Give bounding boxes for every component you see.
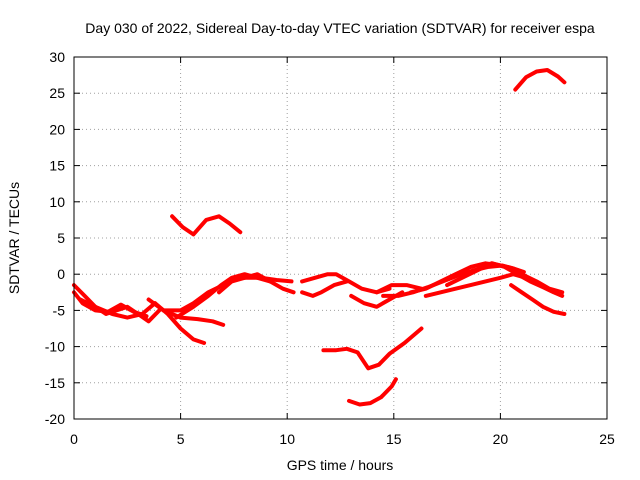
series-arc-21 <box>347 377 398 407</box>
y-tick-label: -15 <box>45 375 65 391</box>
series-arc-22 <box>513 68 567 92</box>
y-tick-label: -10 <box>45 339 65 355</box>
series-arc-3 <box>78 297 157 320</box>
series-arc-7 <box>174 272 273 320</box>
y-tick-label: 20 <box>49 121 65 137</box>
x-tick-label: 0 <box>70 431 78 447</box>
series-arc-16 <box>423 272 528 298</box>
y-tick-label: 30 <box>49 49 65 65</box>
y-tick-label: 15 <box>49 158 65 174</box>
y-tick-label: 10 <box>49 194 65 210</box>
x-tick-label: 10 <box>279 431 295 447</box>
series-arc-19 <box>509 283 567 316</box>
y-tick-label: -5 <box>53 302 66 318</box>
chart-title: Day 030 of 2022, Sidereal Day-to-day VTE… <box>85 20 595 36</box>
series-arc-20 <box>321 326 424 371</box>
y-tick-label: -20 <box>45 411 65 427</box>
x-axis-tick-labels: 0 5 10 15 20 25 <box>70 431 615 447</box>
series-arc-1 <box>72 283 162 324</box>
plot-frame <box>73 56 608 420</box>
x-tick-label: 20 <box>493 431 509 447</box>
series-arc-9 <box>170 214 243 237</box>
y-axis-title: SDTVAR / TECUs <box>6 182 22 294</box>
y-axis-tick-labels: -20 -15 -10 -5 0 5 10 15 20 25 30 <box>45 49 65 427</box>
y-tick-label: 5 <box>57 230 65 246</box>
x-tick-label: 5 <box>177 431 185 447</box>
series-arc-10 <box>300 272 392 295</box>
series-arc-13 <box>374 283 424 295</box>
x-tick-label: 25 <box>599 431 615 447</box>
y-tick-label: 25 <box>49 85 65 101</box>
x-tick-label: 15 <box>386 431 402 447</box>
axis-ticks <box>73 56 608 420</box>
grid-lines <box>74 57 607 419</box>
data-series <box>72 68 567 407</box>
y-tick-label: 0 <box>57 266 65 282</box>
series-arc-8 <box>217 272 296 295</box>
series-arc-5 <box>146 297 226 327</box>
series-arc-18 <box>477 261 565 298</box>
x-axis-title: GPS time / hours <box>287 457 394 473</box>
series-arc-11 <box>300 279 349 298</box>
